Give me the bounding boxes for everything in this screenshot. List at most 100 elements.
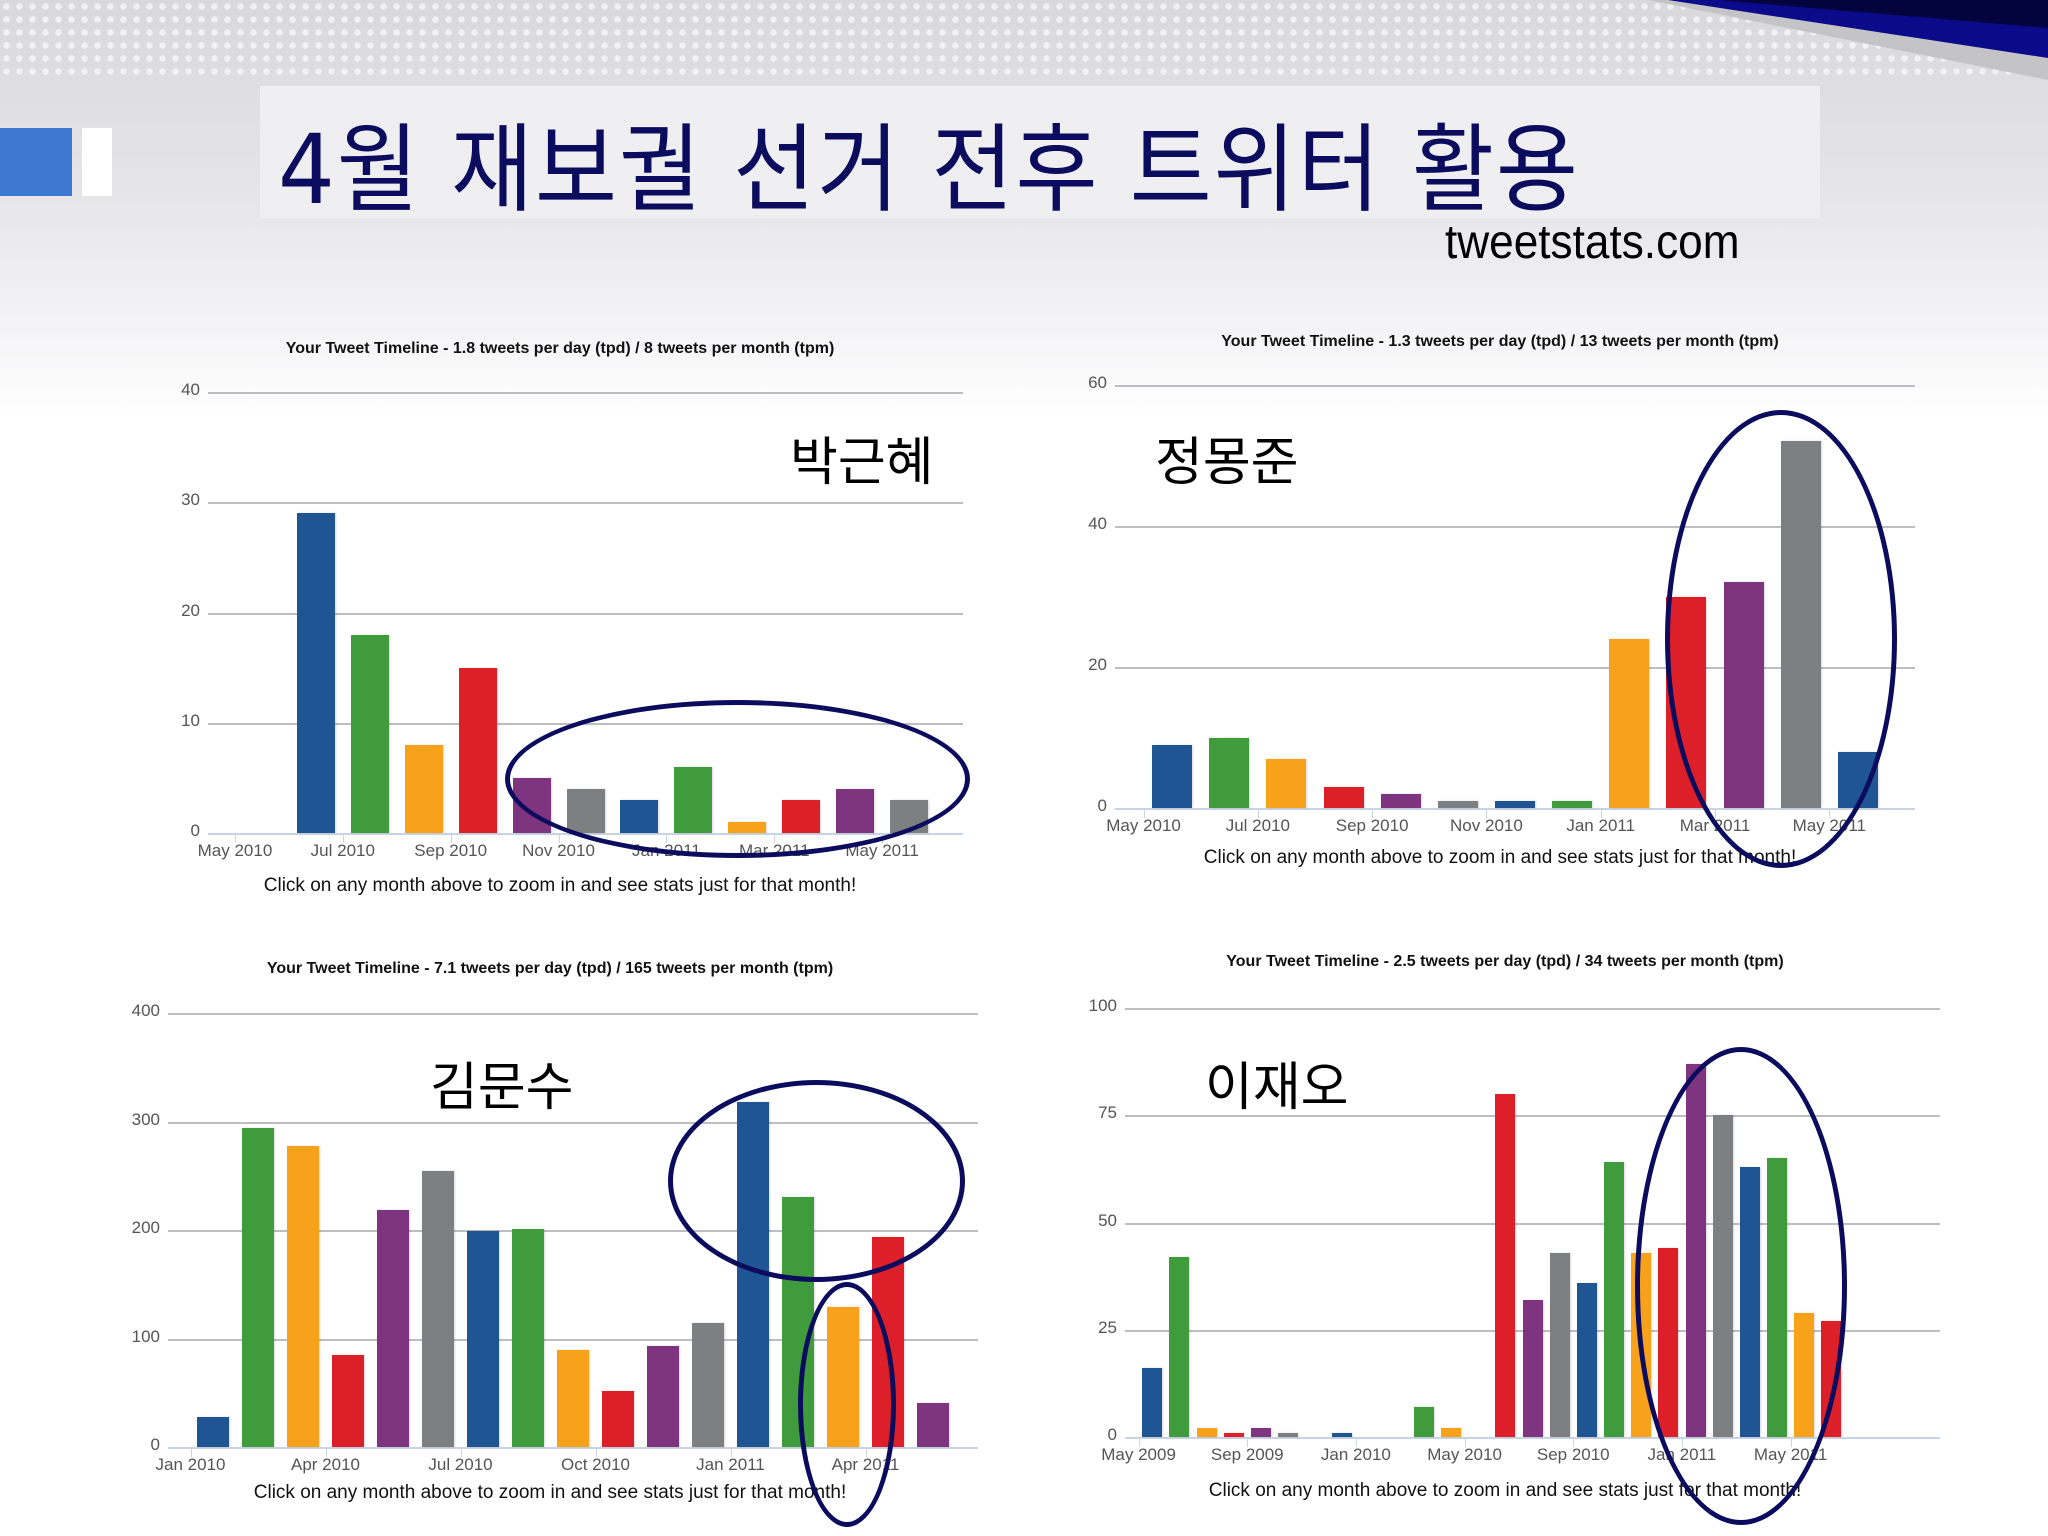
bar-jun-2010[interactable] <box>422 1171 454 1447</box>
bar-may-2011[interactable] <box>1794 1312 1815 1437</box>
bar-nov-2010[interactable] <box>1631 1252 1652 1437</box>
bar-feb-2011[interactable] <box>728 821 767 833</box>
bar-dec-2010[interactable] <box>620 799 659 833</box>
bar-may-2011[interactable] <box>1837 751 1878 808</box>
bar-sep-2010[interactable] <box>1576 1282 1597 1437</box>
gridline <box>1125 1115 1940 1118</box>
bar-dec-2010[interactable] <box>1658 1248 1679 1437</box>
bar-jul-2009[interactable] <box>1196 1428 1217 1437</box>
bar-oct-2010[interactable] <box>1604 1162 1624 1437</box>
bar-may-2010[interactable] <box>377 1210 409 1447</box>
bar-mar-2010[interactable] <box>1413 1406 1434 1437</box>
chart-title: Your Tweet Timeline - 7.1 tweets per day… <box>266 960 834 977</box>
bar-jul-2010[interactable] <box>1266 758 1307 808</box>
plot-area <box>1125 1008 1940 1447</box>
gridline <box>208 722 963 725</box>
x-axis <box>1125 1437 1940 1439</box>
bar-oct-2009[interactable] <box>1278 1432 1298 1437</box>
x-tick-mark <box>730 1447 732 1457</box>
bar-jan-2011[interactable] <box>737 1101 769 1447</box>
bar-nov-2010[interactable] <box>647 1346 679 1447</box>
bar-apr-2011[interactable] <box>836 788 875 833</box>
accent-block-blue <box>0 128 72 196</box>
x-tick-mark <box>666 833 668 843</box>
bar-apr-2010[interactable] <box>332 1354 364 1447</box>
x-tick-label: Sep 2010 <box>1335 816 1409 835</box>
source-label: tweetstats.com <box>1445 216 1740 269</box>
bar-jul-2010[interactable] <box>1522 1299 1543 1437</box>
x-tick-mark <box>558 833 560 843</box>
bar-aug-2010[interactable] <box>512 1228 544 1447</box>
bar-feb-2011[interactable] <box>1666 596 1707 808</box>
bar-may-2010[interactable] <box>1152 744 1193 808</box>
chart-title: Your Tweet Timeline - 2.5 tweets per day… <box>1226 953 1784 970</box>
bar-apr-2010[interactable] <box>1441 1428 1461 1437</box>
x-tick-mark <box>1138 1437 1140 1447</box>
bar-jul-2010[interactable] <box>350 634 389 833</box>
bar-sep-2010[interactable] <box>458 667 497 833</box>
bar-mar-2011[interactable] <box>1723 582 1764 808</box>
bar-apr-2011[interactable] <box>872 1236 904 1447</box>
bar-aug-2009[interactable] <box>1223 1432 1244 1437</box>
gridline <box>1125 1008 1940 1010</box>
bar-sep-2010[interactable] <box>1380 793 1421 808</box>
bar-nov-2010[interactable] <box>566 788 605 833</box>
x-tick-label: Nov 2010 <box>1450 816 1523 835</box>
bar-may-2011[interactable] <box>917 1402 949 1447</box>
title-panel <box>260 86 1820 218</box>
bar-jun-2009[interactable] <box>1169 1256 1190 1437</box>
bar-dec-2010[interactable] <box>1552 800 1593 808</box>
bar-oct-2010[interactable] <box>602 1390 634 1447</box>
x-tick-label: Sep 2010 <box>414 841 488 860</box>
x-tick-mark <box>450 833 452 843</box>
bar-jun-2011[interactable] <box>1821 1321 1842 1437</box>
bar-dec-2009[interactable] <box>1332 1432 1353 1437</box>
bar-oct-2010[interactable] <box>1437 800 1478 808</box>
x-tick-mark <box>865 1447 867 1457</box>
bar-jun-2010[interactable] <box>1209 737 1250 808</box>
bar-feb-2011[interactable] <box>782 1197 814 1447</box>
bar-jun-2010[interactable] <box>1495 1093 1516 1437</box>
bar-mar-2011[interactable] <box>782 799 821 833</box>
bar-mar-2011[interactable] <box>827 1307 859 1447</box>
chart-lee-jae-oh: Your Tweet Timeline - 2.5 tweets per day… <box>1070 945 1940 1525</box>
x-tick-label: Oct 2010 <box>561 1455 630 1474</box>
bar-apr-2011[interactable] <box>1767 1158 1787 1437</box>
x-tick-label: Jul 2010 <box>310 841 375 860</box>
x-tick-mark <box>1257 808 1259 818</box>
gridline <box>168 1338 978 1341</box>
bar-aug-2010[interactable] <box>1323 786 1364 808</box>
x-tick-mark <box>190 1447 192 1457</box>
gridline <box>208 502 963 505</box>
bar-jun-2010[interactable] <box>296 513 335 833</box>
x-tick-label: Jan 2011 <box>632 841 701 860</box>
bar-apr-2011[interactable] <box>1780 441 1821 808</box>
bar-aug-2010[interactable] <box>404 744 443 833</box>
bar-mar-2011[interactable] <box>1739 1166 1760 1437</box>
x-tick-mark <box>1681 1437 1683 1447</box>
bar-feb-2011[interactable] <box>1712 1115 1733 1437</box>
x-tick-label: May 2010 <box>1427 1445 1502 1464</box>
bar-sep-2010[interactable] <box>557 1350 589 1447</box>
person-name-label: 정몽준 <box>1155 433 1299 493</box>
bar-jan-2011[interactable] <box>1685 1063 1706 1437</box>
bar-aug-2010[interactable] <box>1549 1252 1570 1437</box>
bar-mar-2010[interactable] <box>287 1146 319 1447</box>
bar-may-2009[interactable] <box>1142 1368 1163 1437</box>
bar-oct-2010[interactable] <box>512 777 551 833</box>
y-tick-label: 100 <box>1088 996 1117 1015</box>
x-tick-label: May 2010 <box>197 841 273 860</box>
gridline <box>1115 526 1915 528</box>
bar-may-2011[interactable] <box>890 799 929 833</box>
slide-title: 4월 재보궐 선거 전후 트위터 활용 <box>278 114 1580 226</box>
bar-feb-2010[interactable] <box>242 1128 274 1447</box>
bar-dec-2010[interactable] <box>692 1323 724 1447</box>
x-tick-mark <box>1600 808 1602 818</box>
bar-jan-2010[interactable] <box>197 1416 229 1447</box>
bar-jul-2010[interactable] <box>467 1231 499 1447</box>
bar-nov-2010[interactable] <box>1495 800 1535 808</box>
bar-sep-2009[interactable] <box>1250 1428 1271 1437</box>
bar-jan-2011[interactable] <box>674 766 713 833</box>
bar-jan-2011[interactable] <box>1609 638 1650 808</box>
x-tick-mark <box>325 1447 327 1457</box>
